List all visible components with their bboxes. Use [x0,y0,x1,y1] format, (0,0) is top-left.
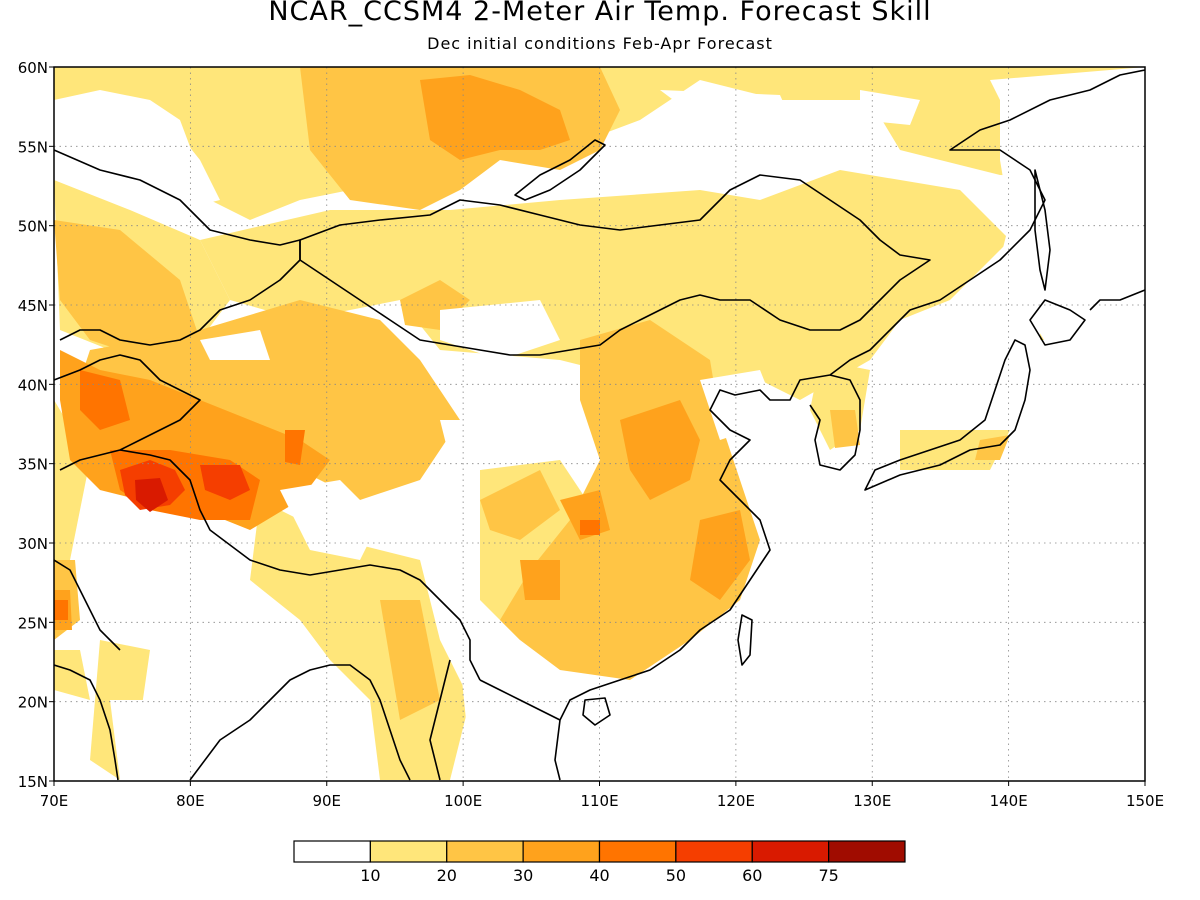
border-se-asia [429,659,561,781]
colorbar-swatch [293,840,371,863]
colorbar-swatch [369,840,448,863]
lon-tick-label: 130E [853,792,891,810]
lat-tick-label: 55N [18,138,48,156]
korea-peninsula [809,374,861,471]
lat-tick-label: 30N [18,535,48,553]
border-kazakhstan [54,149,301,346]
map-gridlines [54,67,1145,781]
lat-tick-label: 15N [18,773,48,791]
colorbar-label: 20 [437,866,457,885]
border-mongolia [299,174,931,356]
border-india-west [54,559,121,651]
colorbar-swatch [598,840,677,863]
colorbar-label: 30 [513,866,533,885]
colorbar: 10 20 30 40 50 60 75 [293,840,906,885]
colorbar-label: 60 [742,866,762,885]
colorbar-label: 10 [360,866,380,885]
lon-tick-label: 70E [40,792,69,810]
colorbar-swatch [522,840,601,863]
colorbar-swatch [446,840,524,863]
lat-tick-label: 60N [18,59,48,77]
taiwan [737,614,753,666]
lake-baikal [514,139,606,201]
coast-arabian [54,664,119,781]
lon-tick-label: 110E [580,792,618,810]
lat-tick-label: 50N [18,218,48,236]
coastline-east-asia [554,69,1145,781]
lat-tick-label: 40N [18,376,48,394]
lon-tick-label: 150E [1126,792,1164,810]
skill-region-60-75 [135,478,168,512]
lat-tick-label: 35N [18,456,48,474]
sakhalin [1034,169,1051,291]
lon-tick-label: 100E [444,792,482,810]
coastlines-and-borders [54,69,1145,781]
border-himalaya [119,449,481,681]
japan-hokkaido [1029,299,1086,346]
axis-ticks: 70E 80E 90E 100E 110E 120E 130E 140E 150E 15N 20N 2… [18,59,1164,810]
coast-bay-of-bengal [189,664,411,781]
colorbar-swatch [828,840,906,863]
lat-tick-label: 20N [18,694,48,712]
lat-tick-label: 25N [18,614,48,632]
lon-tick-label: 140E [990,792,1028,810]
hainan [582,697,611,726]
lat-tick-label: 45N [18,297,48,315]
border-central-asia [54,354,201,471]
colorbar-label: 50 [666,866,686,885]
colorbar-label: 40 [589,866,609,885]
island-kamchatka [1089,289,1145,311]
colorbar-label: 75 [818,866,838,885]
lon-tick-label: 120E [717,792,755,810]
map-title: NCAR_CCSM4 2-Meter Air Temp. Forecast Sk… [268,0,932,27]
map-subtitle: Dec initial conditions Feb-Apr Forecast [427,34,773,53]
lon-tick-label: 90E [312,792,341,810]
colorbar-swatch [751,840,830,863]
lon-tick-label: 80E [176,792,205,810]
colorbar-swatch [675,840,753,863]
japan-honshu [864,339,1031,491]
